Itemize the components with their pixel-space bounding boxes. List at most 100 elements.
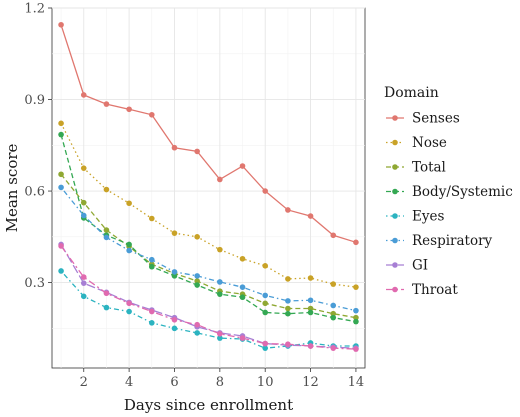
data-point <box>126 300 132 307</box>
data-point <box>194 148 200 155</box>
legend-label: Eyes <box>412 209 444 225</box>
data-point <box>307 309 314 316</box>
series-line <box>60 123 357 288</box>
data-point <box>330 232 337 239</box>
legend-label: GI <box>412 258 428 274</box>
data-point <box>285 276 291 282</box>
legend-key-point <box>392 164 398 170</box>
series-line <box>60 270 356 349</box>
data-point <box>217 246 223 253</box>
legend-label: Senses <box>412 111 460 127</box>
data-point <box>239 163 246 169</box>
x-tick-label: 12 <box>302 375 319 390</box>
data-point <box>239 255 246 262</box>
data-point <box>80 212 87 219</box>
data-point <box>285 341 291 348</box>
data-point <box>80 92 87 98</box>
data-point <box>58 243 64 249</box>
data-point <box>58 268 64 274</box>
series-line <box>60 245 356 350</box>
data-point <box>330 314 337 321</box>
data-point <box>126 106 132 113</box>
data-point <box>262 309 269 316</box>
legend-item: Body/Systemic <box>386 184 513 200</box>
data-point <box>194 278 200 284</box>
data-point <box>307 297 314 304</box>
data-point <box>307 343 314 349</box>
data-point <box>171 325 178 332</box>
data-point <box>239 284 246 290</box>
data-point <box>148 111 155 118</box>
data-point <box>58 184 64 191</box>
data-point <box>171 316 178 323</box>
data-point <box>239 294 246 301</box>
legend-key-point <box>392 139 398 146</box>
legend-label: Body/Systemic <box>412 184 513 200</box>
data-point <box>126 308 132 315</box>
x-tick-label: 4 <box>125 375 133 390</box>
x-tick-label: 6 <box>170 375 178 390</box>
legend-key-point <box>392 262 398 268</box>
data-point <box>103 227 110 233</box>
data-point <box>171 230 178 236</box>
legend-label: Throat <box>412 282 458 298</box>
series-line <box>60 134 357 323</box>
data-point <box>171 269 178 275</box>
data-point <box>330 345 337 351</box>
data-point <box>217 335 223 341</box>
data-point <box>217 291 223 297</box>
legend-key-point <box>392 237 398 244</box>
data-point <box>353 307 359 314</box>
data-point <box>80 280 87 286</box>
legend-item: Eyes <box>386 209 444 225</box>
x-axis-title: Days since enrollment <box>124 396 293 414</box>
y-axis: 0.3 0.6 0.9 1.2 <box>24 2 52 291</box>
data-point <box>262 340 269 347</box>
data-point <box>330 310 337 317</box>
legend-key-point <box>392 286 398 293</box>
y-tick-label: 1.2 <box>24 2 45 17</box>
data-point <box>307 213 314 219</box>
data-point <box>262 292 269 299</box>
data-point <box>103 234 110 241</box>
data-point <box>217 279 223 285</box>
data-point <box>148 256 155 263</box>
legend-item: Respiratory <box>386 233 493 249</box>
data-point <box>194 282 200 288</box>
series-nose <box>58 120 359 290</box>
legend-item: GI <box>386 258 428 274</box>
data-point <box>194 330 200 336</box>
data-point <box>262 262 269 269</box>
data-point <box>262 345 269 351</box>
series-respiratory <box>58 184 359 314</box>
series-throat <box>58 243 359 352</box>
data-point <box>103 304 110 311</box>
data-point <box>126 247 132 254</box>
data-point <box>353 284 359 290</box>
legend-item: Throat <box>386 282 458 298</box>
grid-major <box>52 7 365 368</box>
data-point <box>285 298 291 304</box>
x-tick-label: 10 <box>257 375 274 390</box>
y-tick-label: 0.6 <box>24 185 45 200</box>
legend-label: Total <box>412 160 446 176</box>
data-point <box>239 335 246 341</box>
data-point <box>58 131 64 138</box>
data-point <box>80 274 87 280</box>
data-point <box>148 320 155 326</box>
data-point <box>80 165 87 171</box>
data-point <box>148 215 155 222</box>
series-line <box>60 24 357 243</box>
series-senses <box>58 21 359 246</box>
legend-label: Nose <box>412 135 447 151</box>
legend: Domain Senses Nose Total Body/Systemic Eyes R… <box>384 85 513 298</box>
legend-title: Domain <box>384 85 439 101</box>
data-point <box>353 346 359 352</box>
data-point <box>103 186 110 193</box>
x-tick-label: 14 <box>348 375 365 390</box>
series-layer <box>58 21 359 352</box>
legend-label: Respiratory <box>412 233 493 249</box>
data-point <box>148 263 155 270</box>
